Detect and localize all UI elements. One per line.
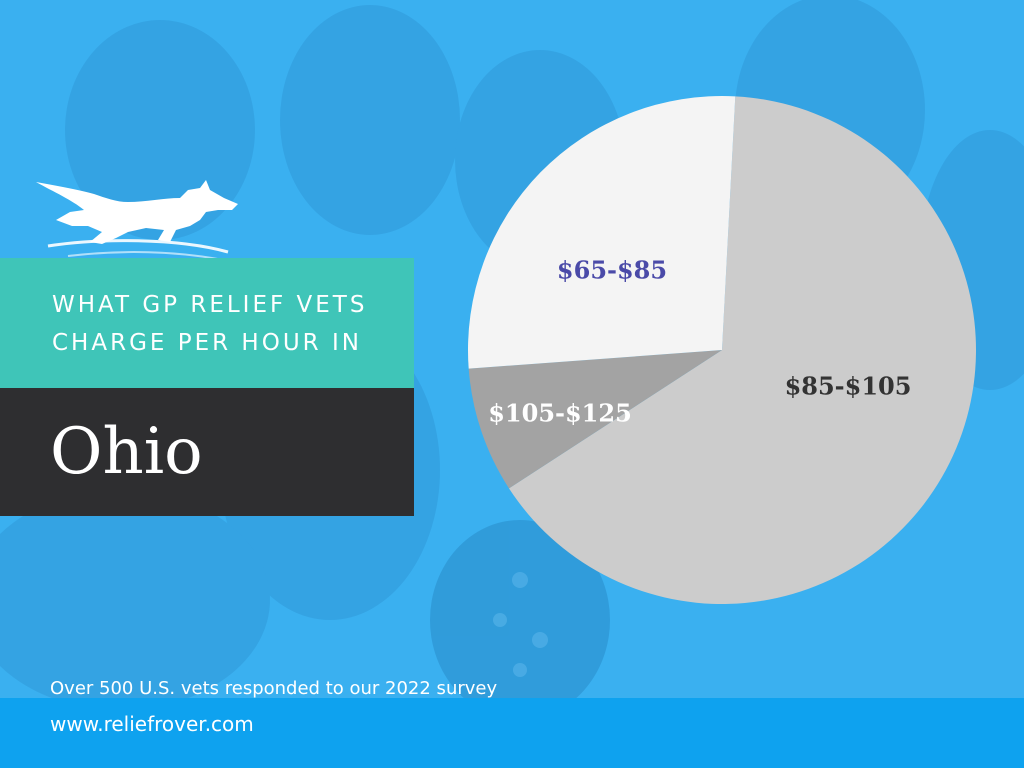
state-title: Ohio bbox=[50, 415, 203, 489]
pie-slice bbox=[508, 96, 976, 605]
headline-band bbox=[0, 258, 414, 388]
survey-note: Over 500 U.S. vets responded to our 2022… bbox=[50, 678, 498, 699]
headline-line-1: WHAT GP RELIEF VETS bbox=[52, 292, 368, 318]
website-link[interactable]: www.reliefrover.com bbox=[50, 712, 254, 736]
headline-line-2: CHARGE PER HOUR IN bbox=[52, 330, 362, 356]
pie-slice-label: $105-$125 bbox=[488, 399, 632, 428]
pie-slice bbox=[468, 96, 736, 369]
footer-band bbox=[0, 698, 1024, 768]
state-band bbox=[0, 388, 414, 516]
pie-slice-label: $65-$85 bbox=[557, 256, 667, 285]
pie-slice-label: $85-$105 bbox=[785, 372, 912, 401]
pie-slice bbox=[468, 350, 722, 489]
headline: WHAT GP RELIEF VETS CHARGE PER HOUR IN bbox=[52, 286, 412, 362]
